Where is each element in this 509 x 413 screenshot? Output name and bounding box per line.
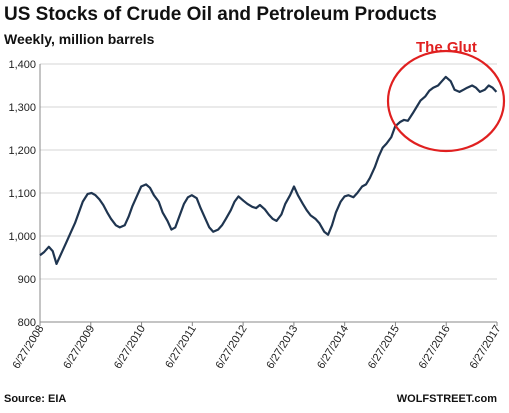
gridlines — [40, 63, 497, 280]
y-tick-label: 1,100 — [8, 188, 36, 200]
x-tick-label: 6/27/2014 — [315, 323, 351, 371]
x-tick-label: 6/27/2012 — [214, 323, 250, 371]
y-tick-label: 1,400 — [8, 59, 36, 71]
x-tick-label: 6/27/2010 — [112, 323, 148, 371]
x-tick-label: 6/27/2013 — [264, 323, 300, 371]
glut-ellipse — [386, 49, 506, 153]
source-note: Source: EIA — [4, 393, 67, 405]
chart-subtitle: Weekly, million barrels — [4, 31, 155, 47]
x-tick-label: 6/27/2017 — [467, 323, 503, 371]
series-line — [39, 75, 498, 265]
y-tick-label: 900 — [18, 274, 36, 286]
y-tick-label: 1,200 — [8, 145, 36, 157]
credit-note: WOLFSTREET.com — [396, 393, 497, 405]
y-tick-label: 1,300 — [8, 102, 36, 114]
y-tick-label: 1,000 — [8, 231, 36, 243]
chart-title: US Stocks of Crude Oil and Petroleum Pro… — [4, 4, 437, 25]
x-axis-ticks: 6/27/2008 6/27/2009 6/27/2010 6/27/2011 6/27… — [10, 322, 504, 371]
x-tick-label: 6/27/2016 — [417, 323, 453, 371]
annotation-label: The Glut — [416, 39, 477, 56]
x-tick-label: 6/27/2011 — [163, 323, 199, 370]
x-tick-label: 6/27/2009 — [61, 323, 97, 371]
y-tick-label: 800 — [18, 317, 36, 329]
x-tick-label: 6/27/2008 — [10, 323, 46, 371]
x-tick-label: 6/27/2015 — [366, 323, 402, 371]
y-axis-ticks: 800 900 1,000 1,100 1,200 1,300 1,400 — [8, 59, 36, 329]
